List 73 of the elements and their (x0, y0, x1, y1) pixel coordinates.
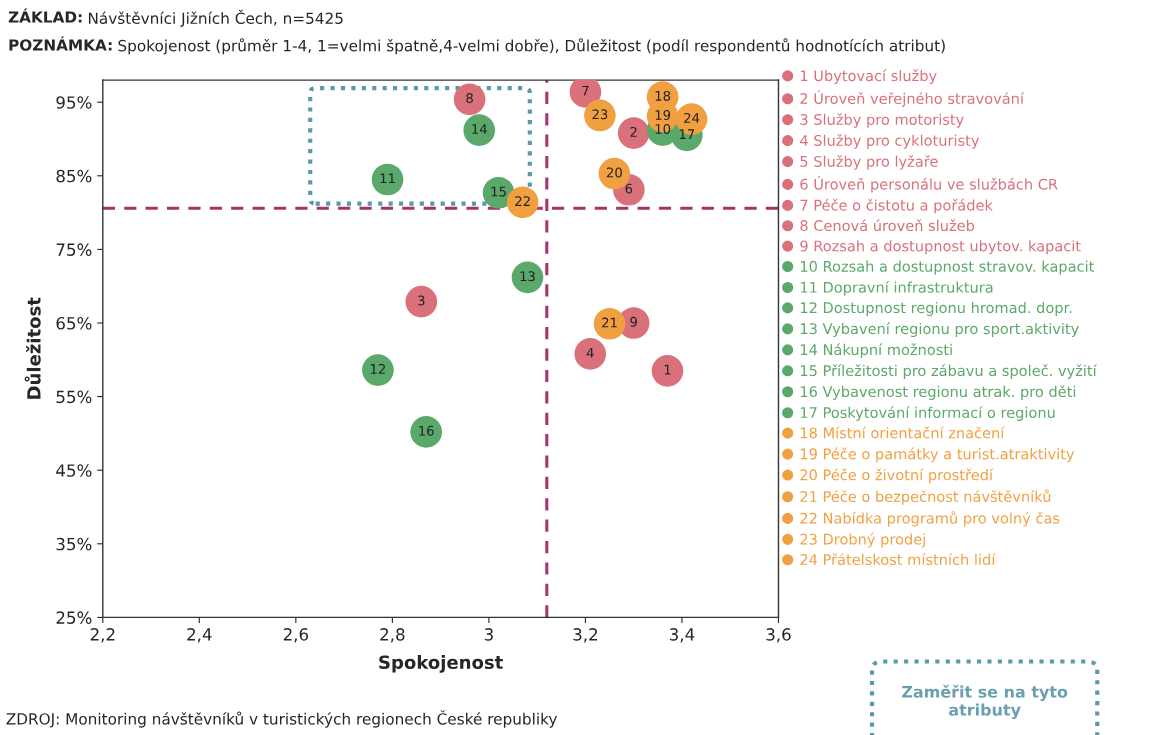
annotation: 18 (655, 90, 671, 101)
legend-label: 22 Nabídka programů pro volný čas (800, 511, 1060, 527)
annotation: 14 (472, 124, 487, 134)
legend-label: 9 Rozsah a dostupnost ubytov. kapacit (800, 240, 1081, 255)
point (574, 338, 607, 370)
legend-label: 6 Úroveň personálu ve službách CR (800, 176, 1058, 193)
point (453, 83, 486, 116)
annotation: 10 (655, 124, 671, 134)
legend-label: 10 Rozsah a dostupnost stravov. kapacit (800, 260, 1095, 275)
x-tick-label: 3,2 (573, 628, 597, 643)
annotation: 24 (684, 112, 700, 123)
annotation: 21 (602, 317, 617, 328)
annotation: 9 (630, 316, 637, 327)
annotation: 16 (419, 425, 434, 436)
legend-label: 8 Cenová úroveň služeb (800, 219, 975, 232)
legend-label: 24 Přátelskost místních lidí (800, 553, 996, 566)
annotation: 12 (370, 363, 385, 374)
annotation: 22 (515, 196, 530, 206)
y-tick-label: 75% (56, 243, 92, 256)
legend-label: 1 Ubytovací služby (800, 69, 937, 85)
x-tick-label: 3 (484, 628, 493, 641)
x-tick-label: 3,4 (669, 628, 695, 643)
point (617, 117, 650, 149)
y-axis-title: Důležitost (24, 297, 41, 399)
annotation: 2 (630, 126, 637, 137)
x-tick-label: 2,6 (283, 628, 309, 643)
point (651, 355, 684, 387)
legend-label: 21 Péče o bezpečnost návštěvníků (800, 489, 1051, 505)
legend-label: 20 Péče o životní prostředí (800, 468, 994, 484)
annotation: 19 (655, 110, 671, 121)
chart-subtitle: POZNÁMKA: Spokojenost (průměr 1-4, 1=velmi špatně,4-velmi dobře), Důležitost (podíl respondentů hodnotících atribut) (9, 36, 945, 55)
annotation: 8 (466, 93, 473, 104)
legend-label: 16 Vybavenost regionu atrak. pro děti (800, 385, 1076, 400)
x-axis-title: Spokojenost (379, 655, 503, 673)
y-tick-label: 95% (56, 96, 92, 109)
annotation: 6 (625, 183, 633, 194)
legend-label: 14 Nákupní možnosti (800, 343, 952, 358)
y-tick-label: 45% (56, 464, 92, 477)
legend-label: 11 Dopravní infrastruktura (800, 280, 993, 296)
annotation: 7 (582, 85, 589, 96)
legend-label: 15 Příležitosti pro zábavu a společ. vyžití (800, 364, 1098, 379)
text: ZDROJ: Monitoring návštěvníků v turistických regionech České republiky (6, 710, 557, 728)
annotation: 11 (380, 173, 395, 184)
annotation: 23 (592, 109, 608, 120)
y-tick-label: 55% (56, 390, 92, 404)
annotation: 3 (418, 295, 425, 306)
x-tick-label: 2,2 (90, 628, 115, 643)
point (405, 285, 438, 318)
legend-label: 2 Úroveň veřejného stravování (800, 90, 1025, 107)
annotation: 15 (491, 186, 506, 197)
legend-label: 13 Vybavení regionu pro sport.aktivity (800, 322, 1079, 338)
legend-label: 4 Služby pro cykloturisty (800, 134, 980, 149)
legend-label: 12 Dostupnost regionu hromad. dopr. (800, 301, 1072, 317)
annotation: 1 (664, 364, 671, 375)
y-tick-label: 25% (56, 611, 92, 624)
chart-title: ZÁKLAD: Návštěvníci Jižních Čech, n=5425 (8, 8, 343, 27)
legend-label: 7 Péče o čistotu a pořádek (800, 198, 993, 214)
y-tick-label: 65% (56, 316, 92, 330)
annotation: 13 (520, 271, 535, 282)
legend-label: 18 Místní orientační značení (800, 426, 1005, 439)
legend-label: 5 Služby pro lyžaře (800, 155, 938, 170)
text: Zaměřit se na tyto atributy (902, 684, 1068, 720)
x-tick-label: 2,4 (187, 628, 212, 643)
annotation: 20 (606, 167, 622, 178)
annotation: 4 (586, 347, 594, 358)
legend-label: 23 Drobný prodej (800, 532, 925, 548)
x-tick-label: 2,8 (380, 628, 405, 643)
y-tick-label: 85% (56, 169, 92, 183)
legend-label: 17 Poskytování informací o regionu (800, 406, 1055, 421)
legend-label: 3 Služby pro motoristy (800, 113, 964, 128)
y-tick-label: 35% (56, 537, 92, 551)
x-tick-label: 3,6 (766, 628, 791, 643)
legend-label: 19 Péče o památky a turist.atraktivity (800, 447, 1075, 463)
